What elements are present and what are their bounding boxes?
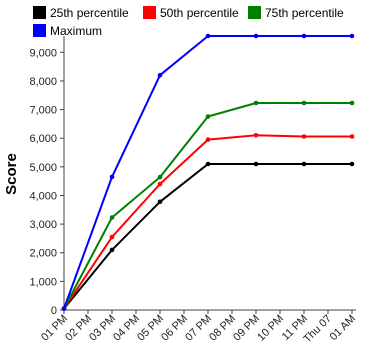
data-point-maximum-01-am bbox=[349, 33, 355, 39]
data-point-maximum-05-pm bbox=[157, 72, 163, 78]
series-50th-percentile bbox=[61, 133, 355, 311]
x-tick-label-08-pm: 08 PM bbox=[207, 313, 238, 344]
x-tick-label-07-pm: 07 PM bbox=[183, 313, 214, 344]
data-point-maximum-07-pm bbox=[205, 33, 211, 39]
legend-label-maximum: Maximum bbox=[50, 24, 102, 38]
legend-label-50th-percentile: 50th percentile bbox=[160, 6, 239, 20]
data-point-maximum-09-pm bbox=[253, 33, 259, 39]
x-tick-label-06-pm: 06 PM bbox=[159, 313, 190, 344]
data-point-25th-percentile-03-pm bbox=[109, 247, 115, 253]
series-line-maximum bbox=[63, 35, 352, 309]
legend-item-maximum: Maximum bbox=[33, 24, 102, 38]
data-point-75th-percentile-05-pm bbox=[157, 174, 163, 180]
plot-area bbox=[61, 33, 355, 311]
axes: 0 1,000 2,000 3,000 4,000 5,000 6,000 7,000 8,00… bbox=[3, 36, 358, 345]
series-25th-percentile bbox=[61, 161, 355, 311]
y-tick-label-0: 0 bbox=[51, 305, 57, 317]
data-point-25th-percentile-07-pm bbox=[205, 161, 211, 167]
data-point-75th-percentile-09-pm bbox=[253, 100, 259, 106]
data-point-50th-percentile-07-pm bbox=[205, 137, 211, 142]
legend: 25th percentile 50th percentile 75th perce… bbox=[33, 6, 344, 38]
data-point-50th-percentile-11-pm bbox=[301, 134, 307, 139]
y-tick-label-5000: 5,000 bbox=[29, 162, 57, 174]
data-point-75th-percentile-03-pm bbox=[109, 215, 115, 220]
series-75th-percentile bbox=[61, 100, 355, 311]
y-tick-label-7000: 7,000 bbox=[29, 105, 57, 117]
y-tick-label-1000: 1,000 bbox=[29, 276, 57, 288]
data-point-maximum-03-pm bbox=[109, 174, 115, 180]
data-point-75th-percentile-11-pm bbox=[301, 100, 307, 106]
legend-item-75th-percentile: 75th percentile bbox=[248, 6, 344, 20]
data-point-50th-percentile-03-pm bbox=[109, 234, 115, 240]
y-tick-label-2000: 2,000 bbox=[29, 248, 57, 260]
series-line-75th-percentile bbox=[63, 102, 352, 310]
y-tick-label-8000: 8,000 bbox=[29, 76, 57, 88]
series-maximum bbox=[61, 33, 355, 311]
data-point-25th-percentile-11-pm bbox=[301, 161, 307, 167]
legend-label-25th-percentile: 25th percentile bbox=[50, 6, 129, 20]
legend-swatch-50th-percentile bbox=[143, 6, 156, 19]
y-tick-label-6000: 6,000 bbox=[29, 133, 57, 145]
data-point-25th-percentile-05-pm bbox=[157, 199, 163, 205]
data-point-50th-percentile-01-am bbox=[349, 134, 355, 139]
y-axis-title: Score bbox=[3, 153, 20, 195]
data-point-75th-percentile-07-pm bbox=[205, 114, 211, 119]
legend-item-25th-percentile: 25th percentile bbox=[33, 6, 129, 20]
series-line-25th-percentile bbox=[63, 163, 352, 310]
series-line-50th-percentile bbox=[63, 134, 352, 310]
legend-swatch-maximum bbox=[33, 24, 46, 37]
data-point-maximum-11-pm bbox=[301, 33, 307, 39]
data-point-25th-percentile-01-am bbox=[349, 161, 355, 167]
y-tick-label-9000: 9,000 bbox=[29, 47, 57, 59]
x-tick-label-03-pm: 03 PM bbox=[87, 313, 118, 344]
y-tick-label-3000: 3,000 bbox=[29, 219, 57, 231]
x-tick-label-10-pm: 10 PM bbox=[255, 313, 286, 344]
x-tick-label-01-am: 01 AM bbox=[328, 313, 359, 344]
legend-item-50th-percentile: 50th percentile bbox=[143, 6, 239, 20]
y-tick-label-4000: 4,000 bbox=[29, 190, 57, 202]
x-tick-label-04-pm: 04 PM bbox=[111, 313, 142, 344]
x-tick-label-05-pm: 05 PM bbox=[135, 313, 166, 344]
legend-swatch-25th-percentile bbox=[33, 6, 46, 19]
x-tick-label-02-pm: 02 PM bbox=[63, 313, 94, 344]
data-point-25th-percentile-09-pm bbox=[253, 161, 259, 167]
legend-swatch-75th-percentile bbox=[248, 6, 261, 19]
data-point-50th-percentile-05-pm bbox=[157, 181, 163, 187]
legend-label-75th-percentile: 75th percentile bbox=[265, 6, 344, 20]
data-point-50th-percentile-09-pm bbox=[253, 133, 259, 138]
x-tick-label-01-pm: 01 PM bbox=[39, 313, 70, 344]
data-point-75th-percentile-01-am bbox=[349, 100, 355, 106]
x-tick-label-09-pm: 09 PM bbox=[231, 313, 262, 344]
data-point-maximum-01-pm bbox=[61, 306, 67, 311]
